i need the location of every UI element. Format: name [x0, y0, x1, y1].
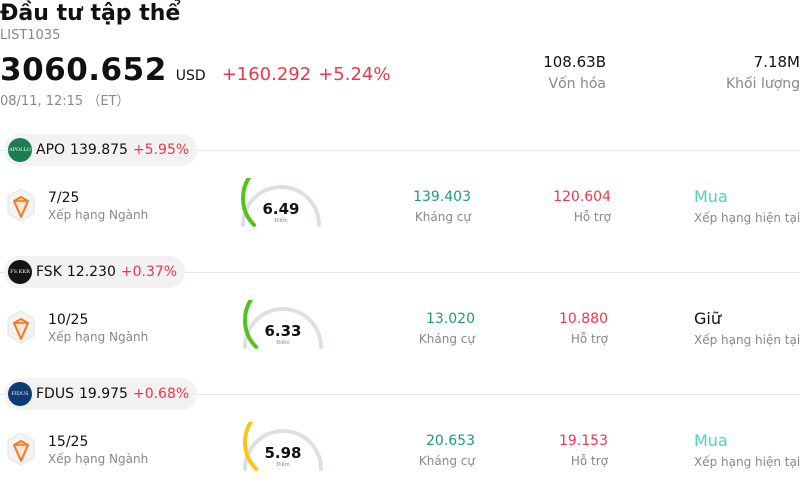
price-change-percent: +5.24%	[318, 64, 391, 85]
rating-value: Mua	[694, 431, 728, 450]
list-symbol: LIST1035	[0, 28, 61, 43]
score-gauge: 6.33 Điểm	[242, 300, 332, 360]
score-label: Điểm	[274, 218, 288, 224]
resistance-label: Kháng cự	[418, 454, 475, 468]
resistance-value: 13.020	[426, 311, 475, 327]
score-gauge: 5.98 Điểm	[242, 422, 332, 482]
row-divider	[0, 150, 800, 151]
resistance-label: Kháng cự	[414, 210, 471, 224]
score-value: 6.49	[262, 200, 300, 218]
resistance-level: 20.653 Kháng cự	[419, 432, 475, 468]
company-logo: APOLLO	[8, 138, 32, 162]
support-value: 120.604	[553, 189, 611, 205]
industry-rank-label: Xếp hạng Ngành	[48, 452, 149, 466]
row-divider	[0, 394, 800, 395]
support-level: 10.880 Hỗ trợ	[559, 310, 608, 346]
market-cap-value: 108.63B	[543, 53, 606, 71]
holding-row-fsk[interactable]: FS KKR FSK 12.230 +0.37% 10/25 Xếp hạng …	[0, 256, 800, 378]
current-price: 3060.652	[0, 52, 167, 88]
score-value: 5.98	[264, 444, 302, 462]
stock-chip[interactable]: FIDUS FDUS 19.975 +0.68%	[4, 378, 198, 410]
rating-value: Giữ	[694, 309, 721, 328]
stock-ticker: FSK	[36, 264, 62, 280]
score-gauge: 6.49 Điểm	[240, 178, 330, 238]
industry-rank: 15/25	[48, 434, 89, 450]
holding-row-fdus[interactable]: FIDUS FDUS 19.975 +0.68% 15/25 Xếp hạng …	[0, 378, 800, 488]
stock-price: 139.875	[70, 142, 128, 158]
price-row: 3060.652 USD +160.292 +5.24%	[0, 52, 390, 88]
logo-text: APOLLO	[9, 147, 31, 153]
support-label: Hỗ trợ	[570, 332, 608, 346]
support-level: 120.604 Hỗ trợ	[553, 188, 611, 224]
resistance-value: 139.403	[413, 189, 471, 205]
industry-rank: 10/25	[48, 312, 89, 328]
gauge-track	[241, 185, 321, 227]
rating-label: Xếp hạng hiện tại	[694, 455, 800, 469]
gauge-svg	[243, 422, 323, 471]
market-cap-stat: 108.63B Vốn hóa	[543, 52, 606, 92]
stock-price: 12.230	[66, 264, 116, 280]
score-label: Điểm	[276, 340, 290, 346]
company-logo: FIDUS	[8, 382, 32, 406]
stock-ticker: FDUS	[36, 386, 74, 402]
support-label: Hỗ trợ	[573, 210, 611, 224]
resistance-label: Kháng cự	[418, 332, 475, 346]
stock-ticker: APO	[36, 142, 66, 158]
company-logo: FS KKR	[8, 260, 32, 284]
resistance-level: 13.020 Kháng cự	[419, 310, 475, 346]
rating-value: Mua	[694, 187, 728, 206]
price-change: +160.292	[221, 64, 312, 85]
volume-label: Khối lượng	[726, 76, 800, 92]
volume-value: 7.18M	[753, 53, 800, 71]
support-value: 10.880	[559, 311, 608, 327]
current-rating: Mua Xếp hạng hiện tại	[694, 430, 800, 469]
stock-chip[interactable]: APOLLO APO 139.875 +5.95%	[4, 134, 198, 166]
resistance-value: 20.653	[426, 433, 475, 449]
logo-text: FS KKR	[10, 269, 30, 275]
support-label: Hỗ trợ	[570, 454, 608, 468]
stock-change: +0.37%	[120, 264, 178, 280]
support-level: 19.153 Hỗ trợ	[559, 432, 608, 468]
current-rating: Mua Xếp hạng hiện tại	[694, 186, 800, 225]
stock-change: +0.68%	[132, 386, 190, 402]
score-value: 6.33	[264, 322, 302, 340]
gauge-svg	[241, 178, 321, 227]
market-cap-label: Vốn hóa	[548, 76, 606, 92]
page-title: Đầu tư tập thể	[0, 1, 181, 26]
resistance-level: 139.403 Kháng cự	[413, 188, 471, 224]
volume-stat: 7.18M Khối lượng	[726, 52, 800, 92]
holding-row-apo[interactable]: APOLLO APO 139.875 +5.95% 7/25 Xếp hạng …	[0, 134, 800, 256]
stock-change: +5.95%	[132, 142, 190, 158]
timestamp: 08/11, 12:15 （ET）	[0, 94, 130, 109]
rating-label: Xếp hạng hiện tại	[694, 333, 800, 347]
score-label: Điểm	[276, 462, 290, 468]
gauge-fill	[242, 300, 259, 349]
industry-rank-icon	[7, 432, 35, 466]
gauge-fill	[241, 178, 257, 227]
row-divider	[0, 272, 800, 273]
gauge-track	[243, 429, 323, 471]
industry-rank-label: Xếp hạng Ngành	[48, 208, 149, 222]
logo-text: FIDUS	[11, 391, 29, 397]
rating-label: Xếp hạng hiện tại	[694, 211, 800, 225]
stock-price: 19.975	[78, 386, 128, 402]
gauge-svg	[242, 300, 323, 349]
currency: USD	[175, 68, 206, 84]
gauge-track	[243, 307, 323, 349]
industry-rank-label: Xếp hạng Ngành	[48, 330, 149, 344]
gauge-fill	[243, 422, 259, 471]
industry-rank-icon	[7, 310, 35, 344]
industry-rank: 7/25	[48, 190, 80, 206]
industry-rank-icon	[7, 188, 35, 222]
stock-chip[interactable]: FS KKR FSK 12.230 +0.37%	[4, 256, 186, 288]
current-rating: Giữ Xếp hạng hiện tại	[694, 308, 800, 347]
support-value: 19.153	[559, 433, 608, 449]
